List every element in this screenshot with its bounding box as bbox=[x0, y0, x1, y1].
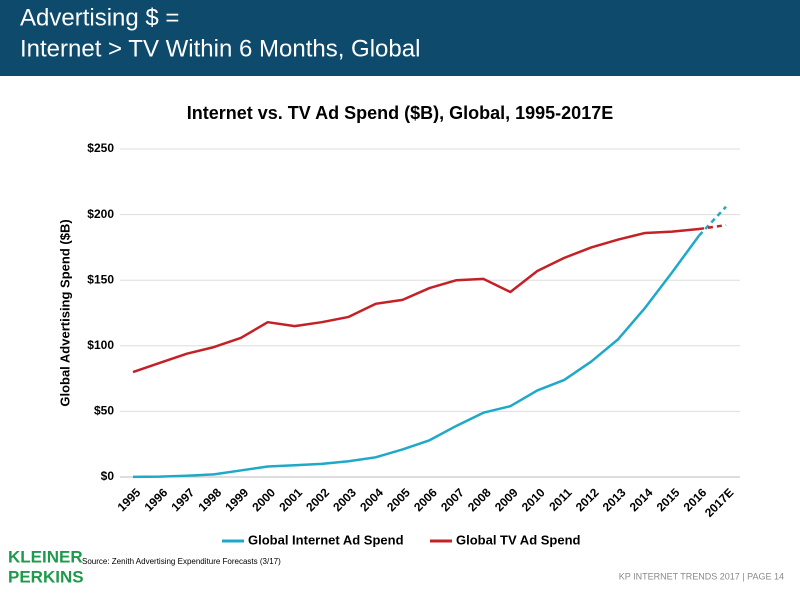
series-line bbox=[132, 227, 700, 374]
x-tick-label: 2008 bbox=[465, 485, 494, 514]
x-tick-label: 2013 bbox=[600, 485, 629, 514]
x-tick-label: 2017E bbox=[702, 485, 736, 519]
x-tick-label: 1995 bbox=[115, 485, 144, 514]
footer: KP INTERNET TRENDS 2017 | PAGE 14 bbox=[619, 571, 784, 581]
x-tick-label: 2010 bbox=[519, 485, 548, 514]
header-title: Internet > TV Within 6 Months, Global bbox=[20, 35, 420, 62]
y-axis-label: Global Advertising Spend ($B) bbox=[57, 219, 72, 406]
series-line-forecast bbox=[698, 205, 727, 237]
x-tick-label: 2005 bbox=[384, 485, 413, 514]
x-tick-label: 2011 bbox=[546, 485, 575, 514]
x-tick-label: 2015 bbox=[654, 485, 683, 514]
x-tick-label: 1999 bbox=[222, 485, 251, 514]
x-tick-label: 1996 bbox=[142, 485, 171, 514]
y-tick-label: $150 bbox=[87, 272, 114, 286]
x-tick-label: 2009 bbox=[492, 485, 521, 514]
x-tick-label: 2012 bbox=[573, 485, 602, 514]
legend-label: Global Internet Ad Spend bbox=[248, 532, 404, 547]
series-line bbox=[132, 234, 701, 479]
y-tick-label: $100 bbox=[87, 338, 114, 352]
x-tick-label: 2014 bbox=[627, 485, 656, 514]
logo: PERKINS bbox=[8, 567, 84, 586]
x-tick-label: 2000 bbox=[249, 485, 278, 514]
y-tick-label: $250 bbox=[87, 141, 114, 155]
header-title: Advertising $ = bbox=[20, 4, 179, 31]
chart-title: Internet vs. TV Ad Spend ($B), Global, 1… bbox=[187, 103, 613, 123]
x-tick-label: 2004 bbox=[357, 485, 386, 514]
x-tick-label: 2002 bbox=[303, 485, 332, 514]
x-tick-label: 2001 bbox=[276, 485, 305, 514]
x-tick-label: 1997 bbox=[168, 485, 197, 514]
source: Source: Zenith Advertising Expenditure F… bbox=[82, 557, 281, 566]
x-tick-label: 2007 bbox=[438, 485, 467, 514]
y-tick-label: $50 bbox=[94, 404, 114, 418]
logo: KLEINER bbox=[8, 547, 83, 566]
x-tick-label: 2003 bbox=[330, 485, 359, 514]
series-line-forecast bbox=[698, 223, 727, 231]
y-tick-label: $0 bbox=[101, 469, 115, 483]
y-tick-label: $200 bbox=[87, 207, 114, 221]
legend-label: Global TV Ad Spend bbox=[456, 532, 581, 547]
x-tick-label: 2006 bbox=[411, 485, 440, 514]
header-bar bbox=[0, 0, 800, 76]
x-tick-label: 1998 bbox=[195, 485, 224, 514]
